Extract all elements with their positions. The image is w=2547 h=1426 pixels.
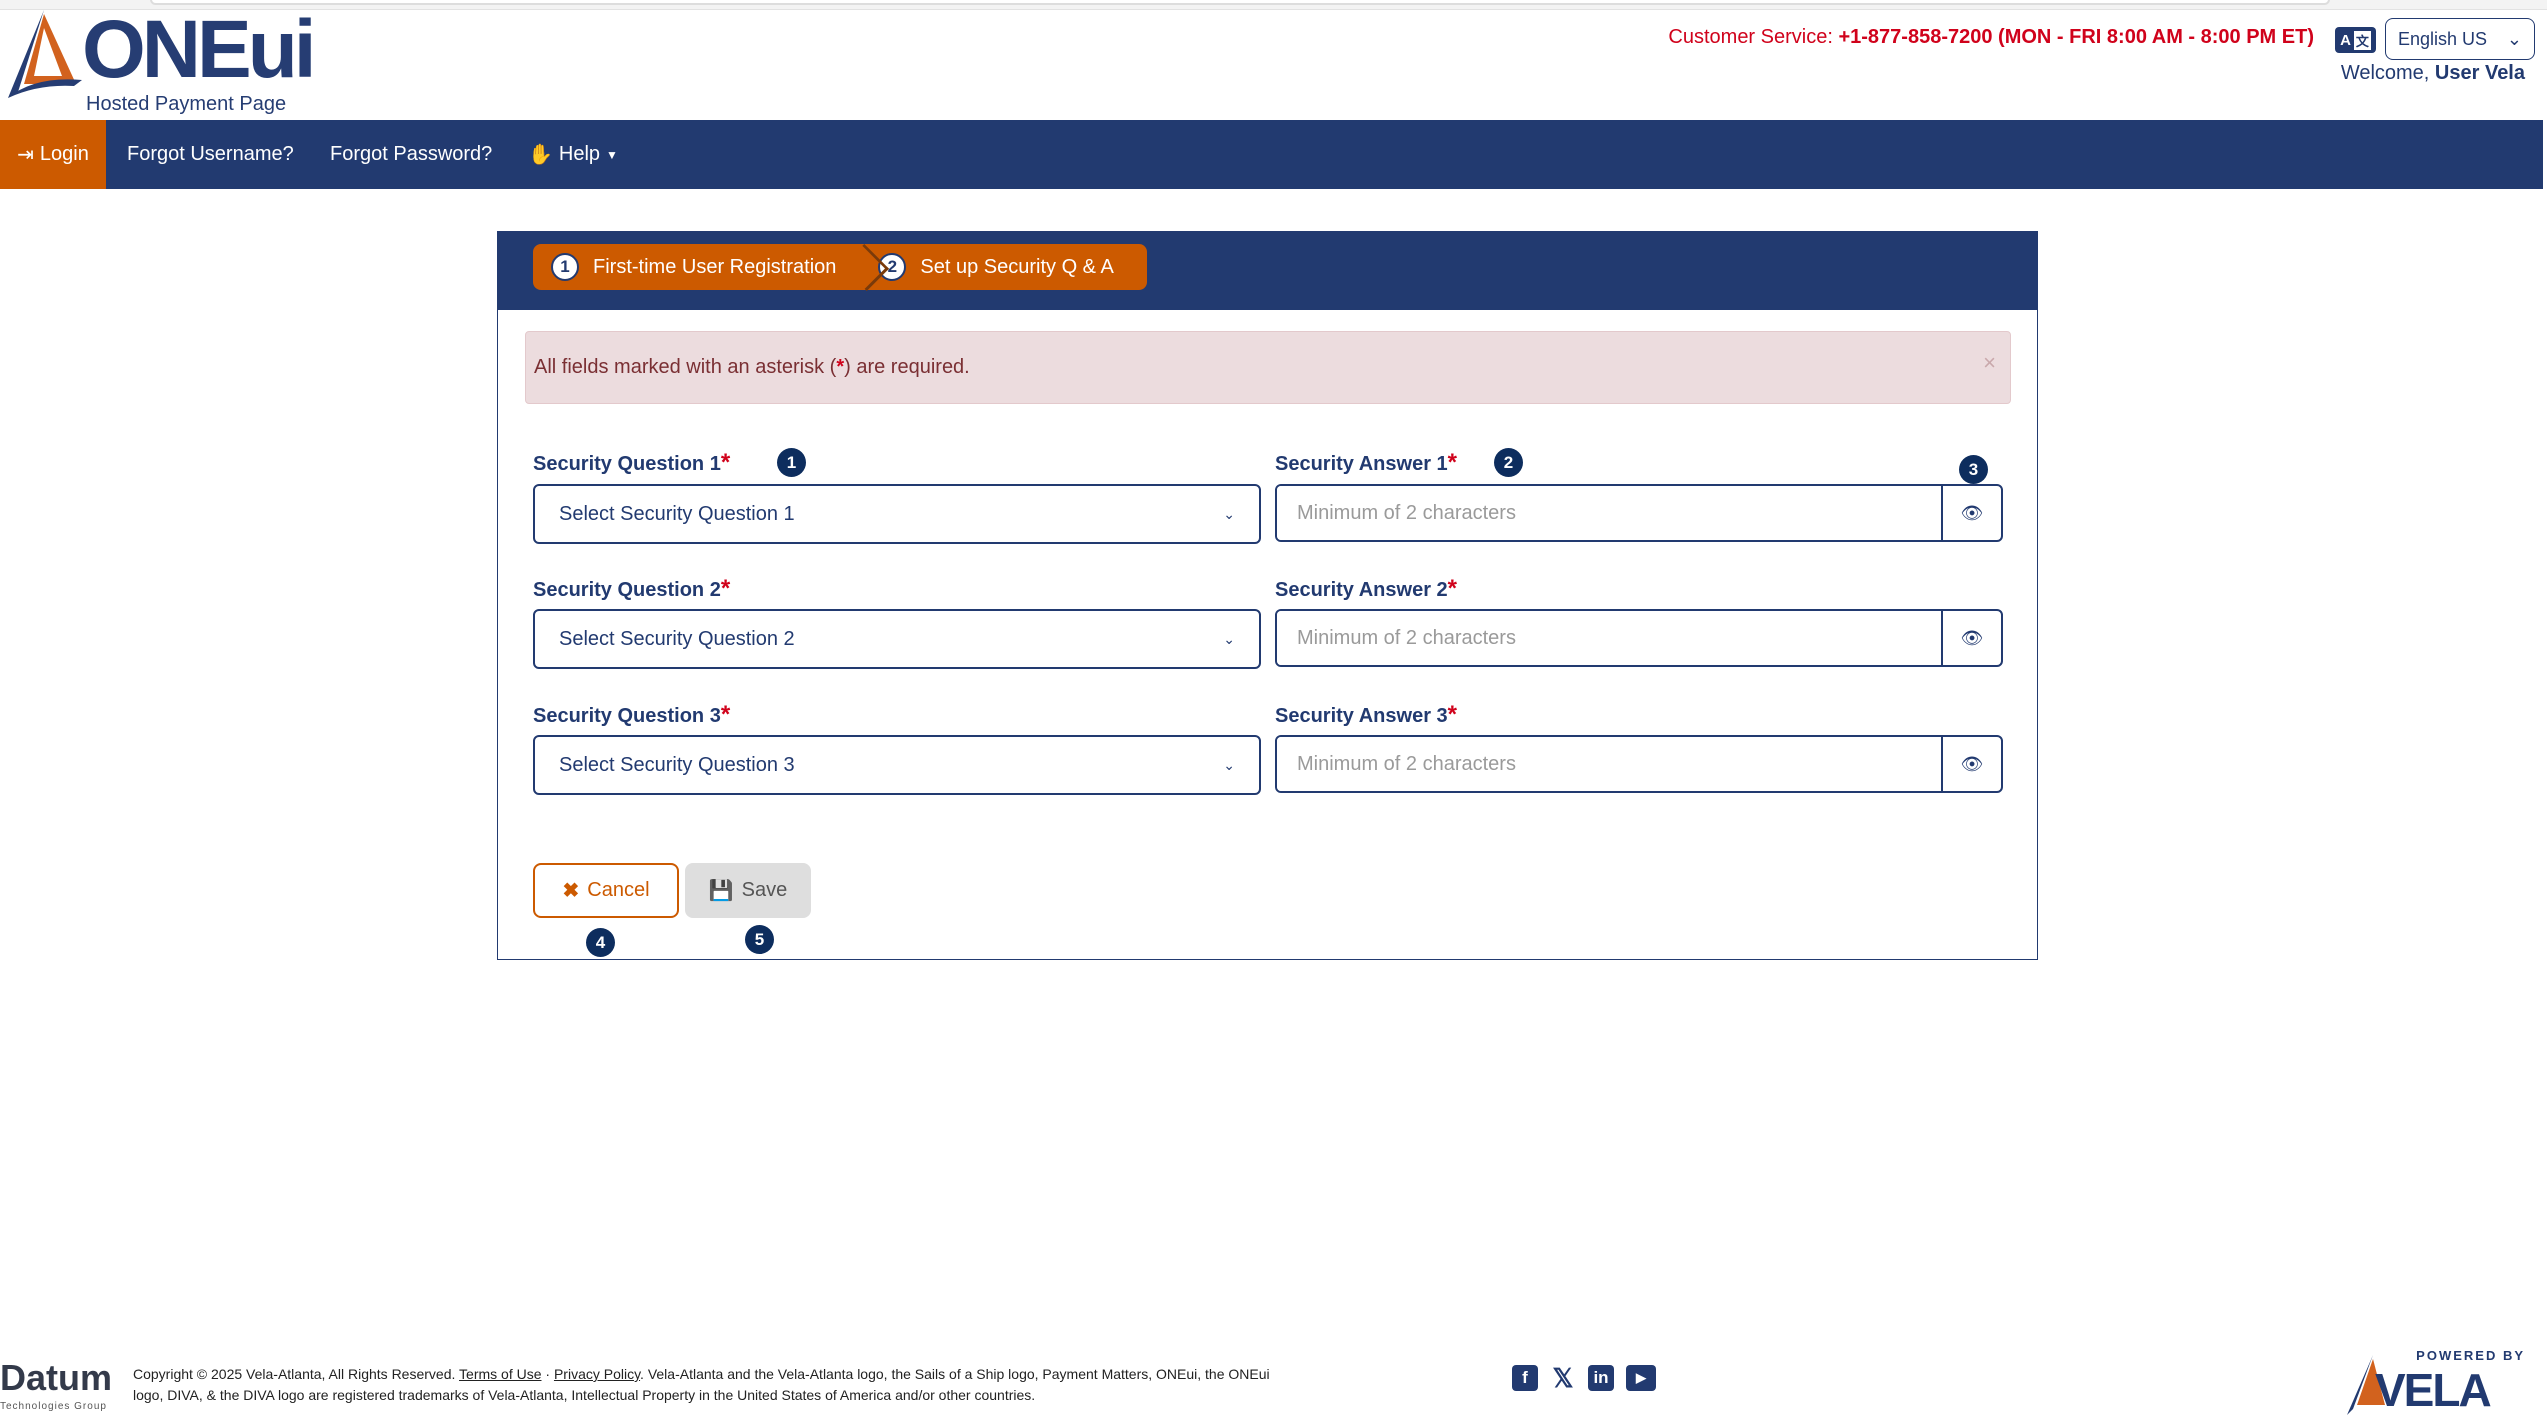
nav-forgot-username[interactable]: Forgot Username? — [127, 143, 294, 165]
chevron-down-icon: ⌄ — [1223, 505, 1235, 522]
separator: · — [545, 1366, 551, 1382]
footer: Datum Technologies Group Copyright © 202… — [0, 1349, 2547, 1415]
answer-2-field: 👁 — [1275, 609, 2003, 667]
oneui-logo: ONEui Hosted Payment Page — [4, 4, 344, 118]
customer-service-phone: +1-877-858-7200 (MON - FRI 8:00 AM - 8:0… — [1838, 26, 2314, 48]
hand-icon: ✋ — [528, 144, 553, 166]
caret-down-icon: ▼ — [606, 147, 618, 162]
step-indicator: 1 First-time User Registration 2 Set up … — [533, 244, 1147, 290]
question-2-select[interactable]: Select Security Question 2 ⌄ — [533, 609, 1261, 669]
answer-3-label: Security Answer 3* — [1275, 701, 1458, 728]
language-value: English US — [2398, 28, 2488, 49]
step-number: 1 — [551, 253, 579, 281]
social-links: f 𝕏 in ▶ — [1512, 1362, 1656, 1393]
chevron-down-icon: ⌄ — [2506, 28, 2522, 49]
answer-2-label: Security Answer 2* — [1275, 575, 1458, 602]
step-label: First-time User Registration — [593, 255, 837, 278]
save-button[interactable]: 💾 Save — [685, 863, 811, 918]
welcome-label: Welcome, — [2340, 62, 2430, 84]
chevron-down-icon: ⌄ — [1223, 630, 1235, 647]
answer-1-field: 👁 — [1275, 484, 2003, 542]
question-3-label: Security Question 3* — [533, 701, 731, 728]
user-name: User Vela — [2434, 62, 2525, 84]
linkedin-icon[interactable]: in — [1588, 1365, 1614, 1391]
customer-service-label: Customer Service: — [1668, 26, 1833, 48]
nav-help-label: Help — [558, 143, 601, 165]
sail-logo-icon — [8, 10, 82, 98]
logo-text: ONEui — [82, 4, 317, 95]
terms-link[interactable]: Terms of Use — [459, 1366, 542, 1382]
nav-forgot-password[interactable]: Forgot Password? — [330, 143, 493, 165]
eye-icon[interactable]: 👁 — [1941, 611, 2001, 665]
annotation-badge: 4 — [586, 928, 615, 957]
privacy-link[interactable]: Privacy Policy — [553, 1366, 641, 1382]
annotation-badge: 1 — [777, 448, 806, 477]
eye-icon[interactable]: 👁 — [1941, 486, 2001, 540]
select-value: Select Security Question 1 — [559, 502, 795, 525]
question-1-select[interactable]: Select Security Question 1 ⌄ — [533, 484, 1261, 544]
question-3-select[interactable]: Select Security Question 3 ⌄ — [533, 735, 1261, 795]
nav-bar: ⇥ Login Forgot Username? Forgot Password… — [0, 120, 2543, 189]
step-chevron — [852, 244, 874, 290]
answer-3-field: 👁 — [1275, 735, 2003, 793]
close-icon: ✖ — [562, 880, 580, 902]
datum-logo-sub: Technologies Group — [0, 1401, 107, 1412]
chevron-down-icon: ⌄ — [1223, 756, 1235, 773]
question-1-label: Security Question 1* — [533, 449, 731, 476]
annotation-badge: 5 — [745, 925, 774, 954]
sign-in-icon: ⇥ — [17, 144, 34, 166]
datum-logo: Datum — [0, 1359, 113, 1397]
panel-header: 1 First-time User Registration 2 Set up … — [498, 232, 2037, 310]
nav-help[interactable]: ✋ Help ▼ — [528, 120, 618, 189]
security-qa-panel: 1 First-time User Registration 2 Set up … — [497, 231, 2038, 960]
step-label: Set up Security Q & A — [920, 255, 1114, 278]
annotation-badge: 2 — [1494, 448, 1523, 477]
nav-login-label: Login — [39, 143, 89, 165]
save-label: Save — [741, 879, 788, 901]
cancel-label: Cancel — [587, 879, 650, 901]
copyright-text: Copyright © 2025 Vela-Atlanta, All Right… — [133, 1364, 1283, 1406]
required-star: * — [836, 356, 845, 378]
answer-1-input[interactable] — [1277, 486, 1941, 540]
logo-subtitle: Hosted Payment Page — [86, 93, 287, 115]
copyright: Copyright © 2025 Vela-Atlanta, All Right… — [133, 1366, 456, 1382]
nav-login[interactable]: ⇥ Login — [0, 120, 106, 189]
trademark-text: . Vela-Atlanta and the Vela-Atlanta logo… — [133, 1366, 1270, 1403]
alert-text: All fields marked with an asterisk ( — [534, 356, 837, 378]
cancel-button[interactable]: ✖ Cancel — [533, 863, 679, 918]
select-value: Select Security Question 2 — [559, 627, 795, 650]
step-1: 1 First-time User Registration — [533, 253, 836, 281]
question-2-label: Security Question 2* — [533, 575, 731, 602]
welcome-message: Welcome, User Vela — [2341, 62, 2525, 85]
answer-1-label: Security Answer 1* — [1275, 449, 1458, 476]
facebook-icon[interactable]: f — [1512, 1365, 1538, 1391]
alert-text: ) are required. — [844, 356, 970, 378]
x-icon[interactable]: 𝕏 — [1552, 1362, 1574, 1393]
vela-logo: POWERED BY VELA — [2345, 1349, 2535, 1417]
annotation-badge: 3 — [1959, 455, 1988, 484]
powered-by: POWERED BY — [2416, 1348, 2525, 1363]
step-number: 2 — [878, 253, 907, 281]
answer-2-input[interactable] — [1277, 611, 1941, 665]
save-icon: 💾 — [708, 880, 734, 902]
step-2: 2 Set up Security Q & A — [874, 253, 1114, 281]
answer-3-input[interactable] — [1277, 737, 1941, 791]
close-icon[interactable]: × — [1983, 350, 1996, 375]
required-fields-alert: All fields marked with an asterisk (*) a… — [525, 331, 2011, 404]
select-value: Select Security Question 3 — [559, 753, 795, 776]
sail-logo-icon — [2347, 1355, 2385, 1415]
eye-icon[interactable]: 👁 — [1941, 737, 2001, 791]
vela-text: VELA — [2375, 1364, 2492, 1416]
browser-top-bar — [0, 0, 2547, 10]
customer-service: Customer Service: +1-877-858-7200 (MON -… — [1668, 26, 2314, 49]
language-select[interactable]: English US ⌄ — [2385, 18, 2535, 60]
youtube-icon[interactable]: ▶ — [1626, 1365, 1656, 1391]
